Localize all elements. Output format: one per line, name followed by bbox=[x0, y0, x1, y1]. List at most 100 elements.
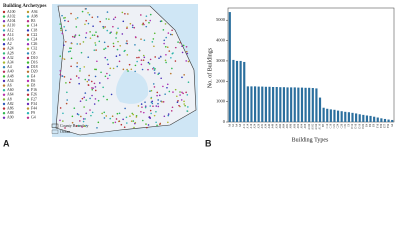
x-tick-label: D18 bbox=[358, 123, 361, 128]
building-dot bbox=[104, 26, 106, 28]
building-dot bbox=[112, 25, 114, 28]
building-dot bbox=[76, 62, 79, 64]
legend-label: A8 bbox=[7, 97, 12, 101]
bar bbox=[315, 88, 318, 122]
building-dot bbox=[96, 127, 98, 129]
building-dot bbox=[94, 98, 97, 100]
legend-marker bbox=[2, 107, 6, 110]
x-tick-label: F34 bbox=[387, 123, 390, 128]
building-dot bbox=[100, 71, 102, 74]
building-dot bbox=[186, 94, 189, 96]
building-dot bbox=[149, 13, 152, 16]
building-dot bbox=[79, 120, 81, 122]
building-dot bbox=[157, 102, 159, 105]
x-tick-label: A12 bbox=[243, 123, 246, 128]
building-dot bbox=[61, 57, 64, 60]
bar bbox=[275, 86, 278, 122]
building-dot bbox=[97, 121, 100, 124]
legend-marker bbox=[2, 93, 6, 97]
panel-label: B bbox=[205, 138, 212, 148]
bar bbox=[235, 60, 239, 122]
legend-label: A4 bbox=[7, 65, 12, 69]
building-dot bbox=[187, 60, 190, 63]
legend-marker bbox=[26, 102, 30, 106]
building-dot bbox=[141, 23, 144, 26]
bar bbox=[246, 86, 249, 122]
building-dot bbox=[70, 65, 72, 68]
building-dot bbox=[170, 56, 172, 59]
bar bbox=[351, 112, 354, 122]
building-dot bbox=[130, 68, 133, 71]
building-dot bbox=[149, 105, 152, 107]
building-dot bbox=[61, 14, 63, 17]
y-tick-label: 2000 bbox=[216, 78, 226, 83]
building-dot bbox=[164, 93, 166, 95]
building-dot bbox=[167, 114, 170, 117]
building-dot bbox=[151, 41, 154, 43]
legend-label: A48 bbox=[7, 74, 14, 78]
x-tick-label: A40 bbox=[268, 123, 271, 128]
building-dot bbox=[115, 32, 118, 34]
building-dot bbox=[164, 23, 167, 25]
building-dot bbox=[153, 69, 156, 71]
building-dot bbox=[111, 115, 114, 118]
building-dot bbox=[87, 84, 90, 86]
building-dot bbox=[63, 44, 65, 46]
legend-marker bbox=[26, 15, 30, 18]
bar bbox=[228, 12, 231, 123]
building-dot bbox=[160, 20, 163, 22]
building-dot bbox=[102, 86, 104, 89]
building-dot bbox=[176, 95, 178, 98]
building-dot bbox=[89, 31, 91, 33]
legend-label: B3 bbox=[31, 19, 36, 23]
building-dot bbox=[167, 121, 169, 124]
building-dot bbox=[87, 56, 90, 58]
legend-label: D18 bbox=[31, 65, 38, 69]
legend-marker bbox=[26, 61, 30, 64]
building-dot bbox=[81, 126, 83, 128]
legend-label: F9 bbox=[31, 111, 35, 115]
bar bbox=[257, 86, 260, 122]
bar bbox=[344, 111, 347, 122]
building-dot bbox=[81, 10, 84, 13]
building-dot bbox=[166, 86, 168, 89]
building-dot bbox=[177, 100, 179, 102]
building-dot bbox=[166, 83, 169, 86]
legend-title: Building Archetypes bbox=[3, 4, 46, 9]
ocean-swatch bbox=[51, 129, 59, 134]
building-dot bbox=[114, 121, 117, 124]
building-dot bbox=[181, 91, 183, 94]
legend-marker bbox=[2, 56, 6, 60]
building-dot bbox=[127, 13, 129, 15]
legend-label: C24 bbox=[31, 37, 37, 41]
building-dot bbox=[123, 126, 126, 129]
building-dot bbox=[152, 105, 154, 107]
building-dot bbox=[176, 101, 179, 104]
building-dot bbox=[64, 127, 66, 129]
y-tick-label: 5000 bbox=[216, 17, 226, 22]
legend-marker bbox=[26, 20, 30, 23]
building-dot bbox=[109, 67, 112, 70]
building-dot bbox=[126, 68, 128, 71]
x-tick-label: A6 bbox=[228, 123, 231, 127]
legend-label: A64 bbox=[7, 93, 14, 97]
x-tick-label: C24 bbox=[337, 123, 340, 128]
building-dot bbox=[127, 70, 129, 72]
building-dot bbox=[108, 18, 110, 20]
building-dot bbox=[143, 39, 146, 42]
building-dot bbox=[87, 11, 89, 14]
building-dot bbox=[158, 57, 160, 59]
building-dot bbox=[121, 33, 124, 35]
x-tick-label: F16 bbox=[376, 123, 379, 128]
building-dot bbox=[104, 47, 107, 50]
legend-label: A32 bbox=[7, 56, 14, 60]
building-dot bbox=[96, 16, 99, 18]
building-dot bbox=[169, 72, 172, 75]
bar bbox=[362, 114, 365, 122]
legend-label: A102 bbox=[7, 14, 16, 18]
building-dot bbox=[106, 29, 109, 32]
building-dot bbox=[93, 82, 96, 85]
building-dot bbox=[138, 49, 141, 52]
building-dot bbox=[89, 37, 92, 39]
building-dot bbox=[59, 73, 62, 76]
